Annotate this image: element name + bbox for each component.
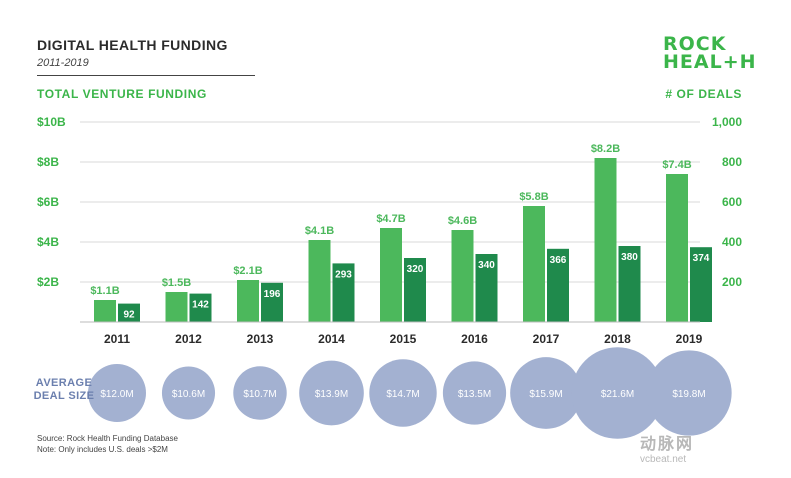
right-tick-label: 800 [722, 155, 742, 169]
year-label: 2014 [318, 332, 345, 346]
deals-value-label: 374 [693, 253, 710, 264]
deal-size-label: $12.0M [100, 389, 133, 400]
right-axis-title: # OF DEALS [665, 87, 742, 101]
funding-bar [594, 158, 617, 322]
left-tick-label: $2B [37, 275, 59, 289]
funding-bar [165, 292, 188, 322]
deals-value-label: 380 [621, 252, 638, 263]
watermark-site: vcbeat.net [640, 454, 687, 465]
deal-size-label: $21.6M [601, 389, 634, 400]
year-label: 2012 [175, 332, 202, 346]
deal-size-label: $13.5M [458, 389, 491, 400]
deals-value-label: 142 [192, 300, 209, 311]
right-tick-label: 200 [722, 275, 742, 289]
right-tick-label: 600 [722, 195, 742, 209]
deal-size-bubble [571, 347, 664, 439]
deals-bar [618, 246, 641, 322]
deal-size-bubble [442, 361, 507, 425]
deals-bar [475, 254, 498, 322]
right-tick-label: 400 [722, 235, 742, 249]
chart-subtitle: 2011-2019 [37, 57, 89, 69]
right-tick-label: 1,000 [712, 115, 742, 129]
note-text: Note: Only includes U.S. deals >$2M [37, 445, 168, 454]
average-deal-size-label: AVERAGE DEAL SIZE [33, 377, 95, 402]
year-label: 2019 [676, 332, 703, 346]
left-tick-label: $8B [37, 155, 59, 169]
deal-size-bubble [299, 360, 364, 426]
left-axis-title: TOTAL VENTURE FUNDING [37, 87, 207, 101]
deals-value-label: 196 [264, 289, 281, 300]
deal-size-bubble [510, 357, 582, 429]
deal-size-label: $10.6M [172, 389, 205, 400]
deals-value-label: 92 [123, 310, 135, 321]
title-divider [37, 75, 255, 76]
rock-health-logo: ROCK HEAL+H [663, 33, 757, 73]
funding-bar [523, 206, 545, 322]
funding-value-label: $7.4B [662, 159, 691, 171]
year-label: 2017 [533, 332, 560, 346]
watermark-brand: 动脉网 [640, 436, 695, 453]
source-note: Source: Rock Health Funding Database Not… [37, 433, 178, 455]
deal-size-bubble [233, 366, 287, 420]
deals-value-label: 340 [478, 260, 495, 271]
left-tick-label: $4B [37, 235, 59, 249]
funding-bar [237, 280, 259, 322]
logo-line-2: HEAL+H [663, 51, 757, 73]
deal-size-label: $10.7M [243, 389, 276, 400]
left-tick-label: $6B [37, 195, 59, 209]
deals-value-label: 366 [550, 255, 567, 266]
funding-bar [666, 174, 688, 322]
chart-title: DIGITAL HEALTH FUNDING [37, 37, 228, 53]
year-label: 2015 [390, 332, 417, 346]
year-label: 2018 [604, 332, 631, 346]
deals-bar [690, 247, 712, 322]
funding-value-label: $1.5B [162, 277, 191, 289]
year-label: 2013 [247, 332, 274, 346]
funding-value-label: $5.8B [519, 191, 548, 203]
deals-bar [189, 293, 212, 322]
logo-line-1: ROCK [663, 33, 727, 55]
deal-size-label: $15.9M [529, 389, 562, 400]
deals-bar [261, 282, 283, 322]
deals-bar [404, 258, 426, 322]
funding-value-label: $8.2B [591, 143, 620, 155]
funding-bar [308, 240, 331, 322]
funding-value-label: $4.1B [305, 225, 334, 237]
funding-value-label: $4.7B [376, 213, 405, 225]
deals-bar [332, 263, 355, 322]
funding-value-label: $4.6B [448, 215, 477, 227]
deal-size-label: $14.7M [386, 389, 419, 400]
deals-value-label: 320 [407, 264, 424, 275]
funding-value-label: $2.1B [233, 265, 262, 277]
source-text: Source: Rock Health Funding Database [37, 434, 178, 443]
left-tick-label: $10B [37, 115, 66, 129]
watermark: 动脉网 vcbeat.net [640, 430, 694, 465]
deal-size-bubble [646, 350, 732, 436]
deals-bar [118, 303, 140, 322]
year-label: 2016 [461, 332, 488, 346]
year-label: 2011 [104, 332, 130, 346]
funding-bar [94, 300, 116, 322]
deal-size-label: $13.9M [315, 389, 348, 400]
deal-size-bubble [88, 364, 146, 422]
deal-size-bubble [161, 366, 216, 420]
funding-value-label: $1.1B [90, 285, 119, 297]
funding-bar [451, 230, 474, 322]
funding-bar [380, 228, 402, 322]
deals-bar [547, 248, 569, 322]
deals-value-label: 293 [335, 269, 352, 280]
deal-size-bubble [369, 359, 437, 427]
deal-size-label: $19.8M [672, 389, 705, 400]
